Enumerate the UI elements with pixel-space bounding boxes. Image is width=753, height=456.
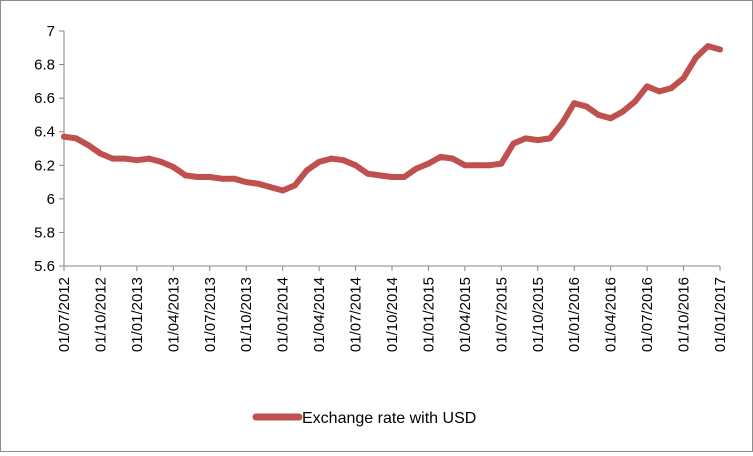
data-point	[571, 100, 578, 107]
data-point	[510, 140, 517, 147]
data-point	[559, 120, 566, 127]
y-tick-label: 7	[47, 23, 55, 40]
x-tick-label: 01/01/2015	[420, 277, 437, 352]
data-point	[218, 175, 225, 182]
data-point	[546, 135, 553, 142]
data-point	[425, 160, 432, 167]
data-point	[692, 54, 699, 61]
x-tick-label: 01/01/2016	[566, 277, 583, 352]
data-point	[109, 155, 116, 162]
y-tick-label: 6.2	[34, 157, 55, 174]
data-point	[291, 182, 298, 189]
data-point	[376, 172, 383, 179]
data-point	[364, 170, 371, 177]
data-point	[449, 155, 456, 162]
x-tick-label: 01/01/2017	[712, 277, 729, 352]
data-point	[231, 175, 238, 182]
x-tick-label: 01/07/2015	[493, 277, 510, 352]
data-point	[389, 174, 395, 180]
data-point	[206, 174, 213, 180]
x-tick-label: 01/10/2013	[238, 277, 255, 352]
data-point	[607, 115, 614, 122]
data-point	[279, 187, 286, 194]
y-tick-label: 6.6	[34, 90, 55, 107]
legend-label: Exchange rate with USD	[302, 410, 476, 427]
data-point	[267, 184, 274, 191]
y-tick-label: 6.4	[34, 124, 55, 141]
data-point	[255, 180, 262, 187]
data-point	[717, 46, 723, 53]
data-point	[413, 165, 420, 172]
data-point	[170, 164, 177, 170]
x-tick-label: 01/07/2016	[639, 277, 656, 352]
data-point	[182, 172, 189, 179]
data-point	[680, 75, 687, 81]
x-tick-label: 01/07/2013	[202, 277, 219, 352]
data-point	[498, 160, 505, 167]
data-point	[194, 174, 201, 180]
x-tick-label: 01/10/2016	[676, 277, 693, 352]
x-tick-label: 01/10/2014	[384, 277, 401, 352]
data-point	[304, 167, 310, 174]
data-point	[146, 155, 152, 162]
data-point	[340, 157, 347, 164]
x-tick-label: 01/07/2014	[348, 277, 365, 352]
data-point	[73, 135, 80, 142]
data-point	[121, 155, 128, 162]
series-line-exchange-rate	[61, 43, 723, 194]
data-point	[61, 133, 67, 140]
series-layer	[61, 43, 723, 194]
data-point	[486, 162, 493, 169]
data-point	[619, 108, 626, 115]
data-point	[133, 157, 140, 164]
data-point	[522, 135, 529, 142]
y-tick-label: 5.8	[34, 224, 55, 241]
x-tick-label: 01/07/2012	[56, 277, 73, 352]
data-point	[401, 174, 408, 180]
y-tick-label: 6.8	[34, 57, 55, 74]
data-point	[656, 88, 663, 95]
data-point	[644, 83, 651, 90]
y-tick-label: 5.6	[34, 258, 55, 275]
x-tick-label: 01/10/2012	[92, 277, 109, 352]
data-point	[632, 98, 638, 105]
data-point	[243, 179, 250, 186]
data-point	[668, 85, 675, 92]
data-point	[158, 158, 165, 165]
data-point	[97, 150, 104, 157]
data-point	[437, 153, 444, 160]
x-axis-ticks: 01/07/2012 01/10/2012 01/01/2013 01/04/2013…	[56, 266, 729, 352]
x-tick-label: 01/01/2013	[129, 277, 146, 352]
x-tick-label: 01/10/2015	[530, 277, 547, 352]
x-tick-label: 01/04/2014	[311, 277, 328, 352]
data-point	[595, 111, 602, 118]
x-tick-label: 01/04/2013	[165, 277, 182, 352]
x-tick-label: 01/01/2014	[275, 277, 292, 352]
x-tick-label: 01/04/2016	[603, 277, 620, 352]
data-point	[85, 142, 92, 149]
data-point	[704, 43, 711, 50]
data-point	[583, 103, 590, 110]
y-axis-ticks: 5.6 5.8 6 6.2 6.4 6.6 6.8 7	[34, 23, 64, 275]
data-point	[474, 162, 480, 169]
data-point	[461, 162, 468, 169]
y-tick-label: 6	[47, 191, 55, 208]
x-tick-label: 01/04/2015	[457, 277, 474, 352]
data-point	[328, 155, 335, 162]
legend: Exchange rate with USD	[252, 410, 476, 427]
data-point	[352, 162, 359, 169]
data-point	[534, 137, 541, 144]
data-point	[316, 158, 323, 165]
